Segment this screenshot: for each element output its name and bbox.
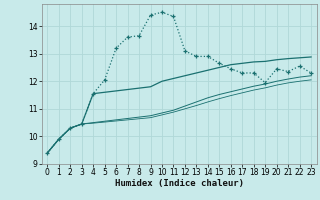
X-axis label: Humidex (Indice chaleur): Humidex (Indice chaleur)	[115, 179, 244, 188]
